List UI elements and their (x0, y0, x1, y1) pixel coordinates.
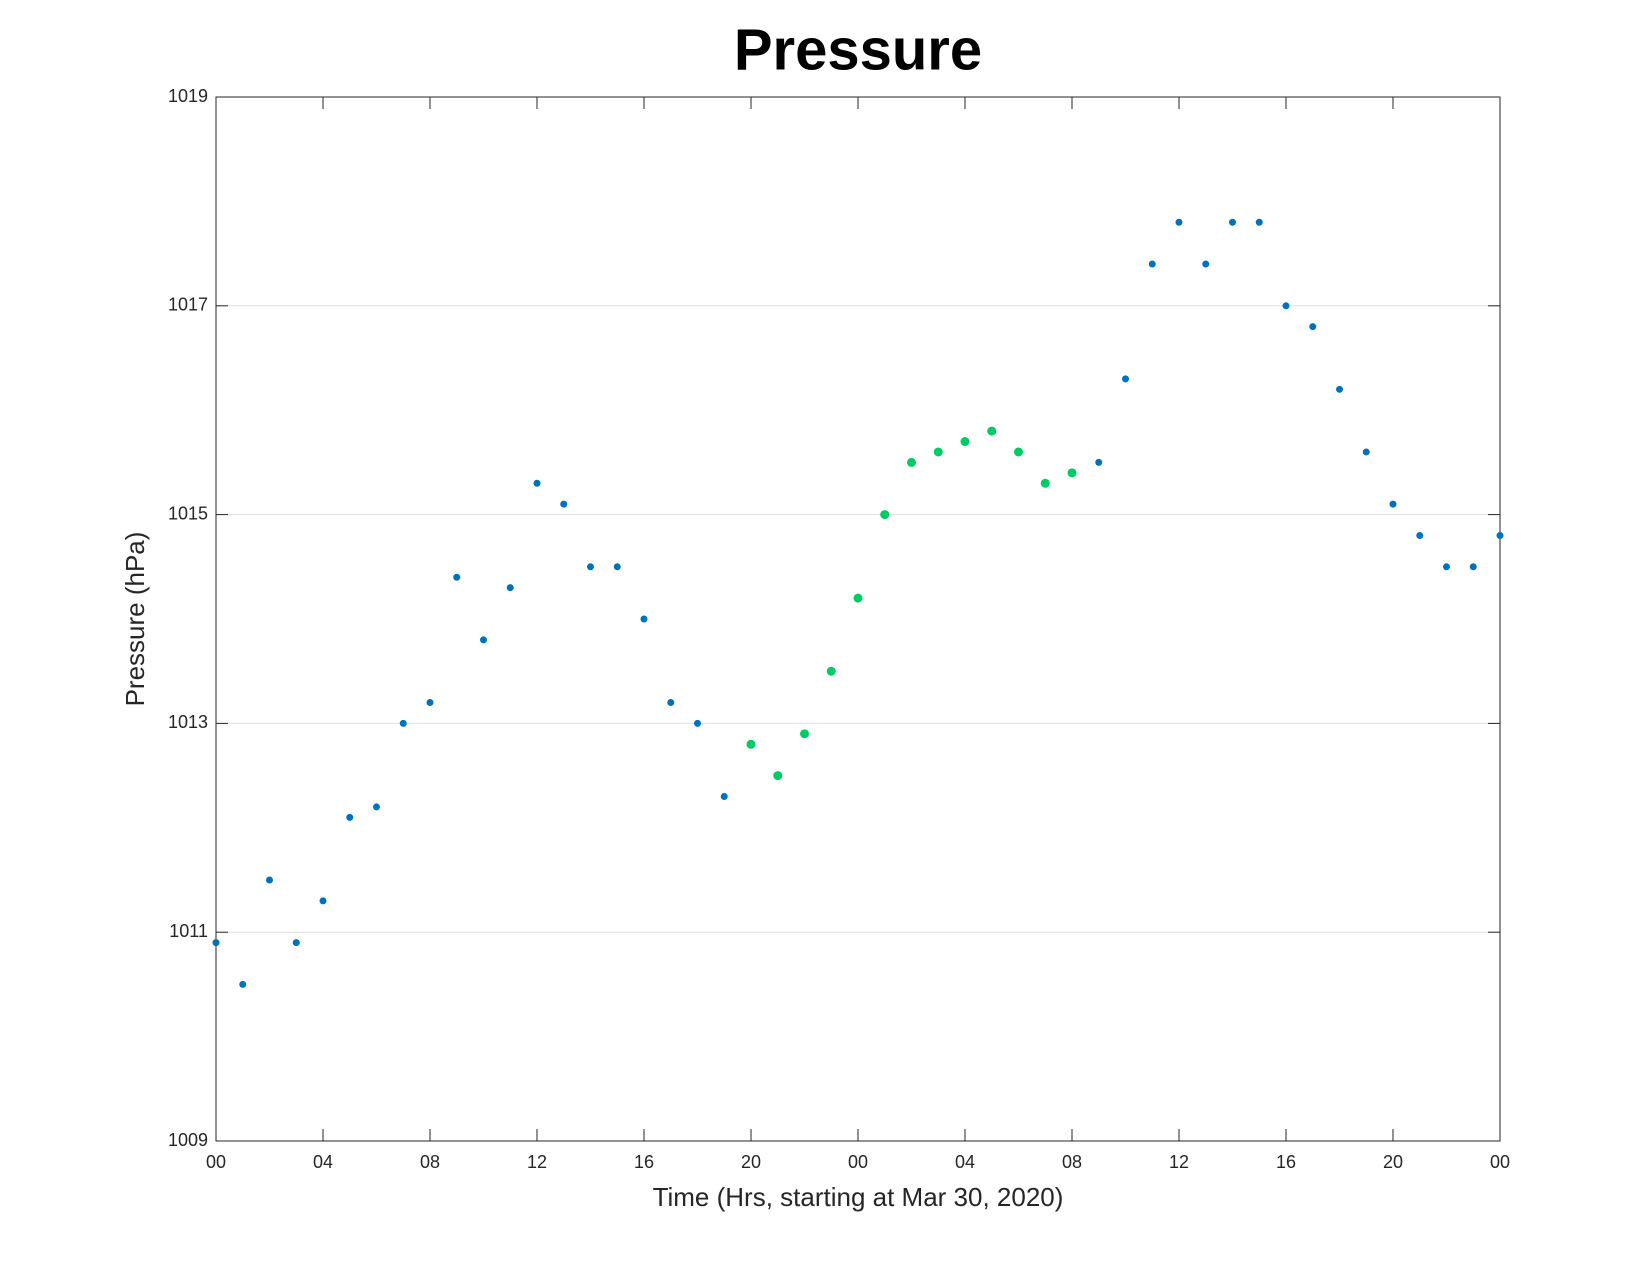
data-point (800, 729, 809, 739)
x-tick-label: 12 (527, 1152, 547, 1172)
data-point (266, 876, 273, 884)
y-tick-label: 1019 (168, 86, 208, 106)
data-point (373, 803, 380, 811)
x-tick-label: 00 (206, 1152, 226, 1172)
data-point (1496, 531, 1504, 539)
data-point (1416, 531, 1424, 539)
x-tick-label: 20 (741, 1152, 761, 1172)
data-point (880, 510, 890, 520)
data-point (720, 792, 728, 800)
data-point (453, 573, 461, 581)
data-point (1309, 323, 1317, 331)
data-point (826, 666, 836, 676)
data-point (399, 719, 407, 727)
data-point (587, 563, 594, 571)
x-tick-label: 04 (955, 1152, 975, 1172)
data-point (907, 457, 916, 467)
chart-title: Pressure (734, 17, 982, 82)
data-point (560, 500, 568, 508)
data-point (1336, 385, 1343, 393)
data-point (1282, 302, 1290, 310)
data-point (987, 426, 997, 436)
data-point (1469, 563, 1477, 571)
y-tick-label: 1015 (168, 503, 208, 523)
x-tick-label: 20 (1383, 1152, 1403, 1172)
data-point (640, 615, 648, 623)
data-point (212, 939, 220, 947)
y-tick-label: 1009 (168, 1130, 208, 1150)
data-point (1122, 375, 1129, 383)
data-point (346, 813, 354, 821)
data-point (1175, 218, 1183, 226)
data-point (426, 699, 434, 707)
data-point (1362, 448, 1370, 456)
x-tick-label: 04 (313, 1152, 333, 1172)
data-point (1040, 478, 1050, 488)
data-point (1014, 447, 1023, 457)
data-point (694, 719, 701, 727)
y-tick-label: 1011 (169, 921, 208, 941)
x-tick-label: 08 (1062, 1152, 1082, 1172)
data-point (1202, 260, 1210, 268)
x-tick-label: 16 (634, 1152, 654, 1172)
data-point (506, 584, 514, 592)
data-point (1389, 500, 1397, 508)
y-axis-label: Pressure (hPa) (120, 532, 150, 707)
data-point (933, 447, 943, 457)
x-tick-label: 16 (1276, 1152, 1296, 1172)
x-axis-label: Time (Hrs, starting at Mar 30, 2020) (653, 1182, 1064, 1212)
data-point (1229, 218, 1236, 226)
y-tick-label: 1013 (168, 712, 208, 732)
data-point (773, 771, 783, 781)
data-point (613, 563, 621, 571)
x-tick-label: 00 (848, 1152, 868, 1172)
data-point (853, 593, 863, 603)
data-point (1148, 260, 1156, 268)
data-point (480, 636, 487, 644)
data-point (1067, 468, 1077, 478)
x-tick-label: 12 (1169, 1152, 1189, 1172)
data-point (533, 479, 541, 487)
data-point (239, 980, 247, 988)
data-point (1255, 218, 1263, 226)
data-point (1095, 458, 1103, 466)
data-point (292, 939, 300, 947)
x-tick-label: 08 (420, 1152, 440, 1172)
data-point (1443, 563, 1450, 571)
data-point (746, 739, 756, 749)
plot-frame (215, 96, 1501, 1142)
data-point (319, 897, 327, 905)
data-point (667, 699, 675, 707)
y-tick-label: 1017 (168, 295, 208, 315)
data-point (960, 437, 970, 447)
x-tick-label: 00 (1490, 1152, 1510, 1172)
